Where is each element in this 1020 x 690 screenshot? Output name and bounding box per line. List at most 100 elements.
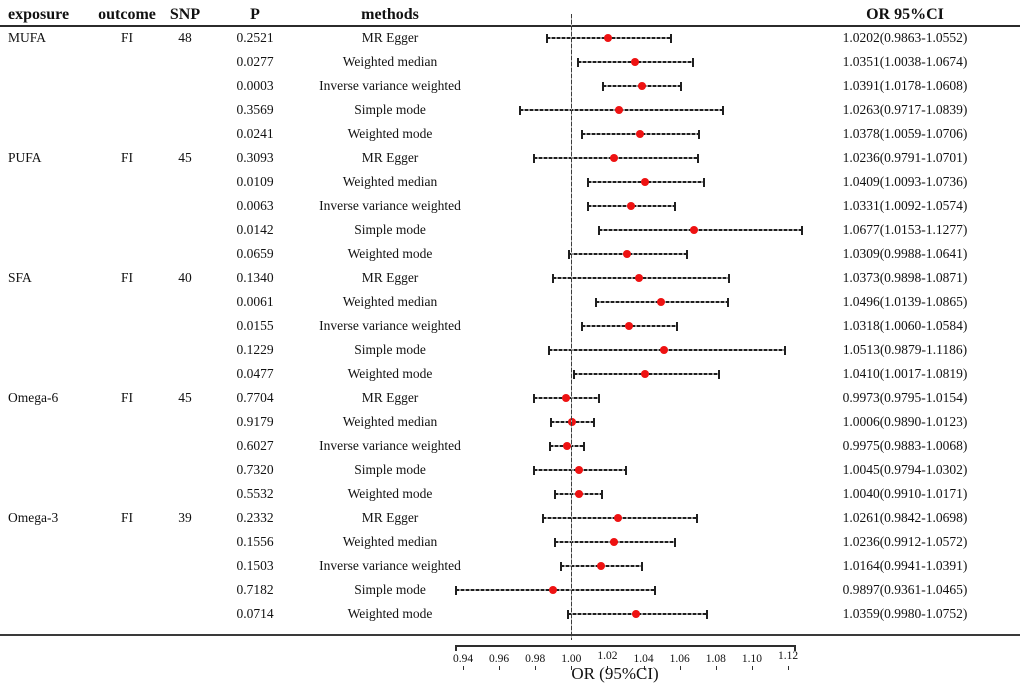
p-value: 0.3569 (236, 102, 274, 117)
p-value: 0.0477 (236, 366, 274, 381)
or-point (575, 466, 584, 474)
or-point (548, 586, 557, 594)
p-value: 0.0063 (236, 198, 274, 213)
or-point (596, 562, 605, 570)
ci-cap-right (692, 57, 695, 67)
p-value: 0.0659 (236, 246, 274, 261)
snp-count: 40 (178, 270, 192, 285)
or-point (603, 34, 612, 42)
x-tick-label: 0.94 (452, 653, 474, 665)
outcome-label: FI (120, 270, 133, 285)
snp-count: 39 (178, 510, 192, 525)
method-label: Weighted mode (347, 366, 433, 381)
ci-cap-right (784, 345, 787, 355)
ci-cap-right (675, 321, 678, 331)
or-ci-text: 1.0359(0.9980-1.0752) (842, 606, 968, 621)
ci-cap-right (696, 513, 699, 523)
or-ci-text: 0.9973(0.9795-1.0154) (842, 390, 968, 405)
col-header-methods: methods (361, 6, 419, 23)
method-label: Simple mode (354, 462, 426, 477)
ci-cap-right (670, 33, 672, 43)
method-label: Weighted mode (347, 126, 433, 141)
or-point (568, 418, 577, 426)
outcome-label: FI (120, 150, 133, 165)
x-tick-label: 0.98 (525, 653, 546, 665)
col-header-outcome: outcome (98, 6, 156, 23)
method-label: Simple mode (354, 342, 426, 357)
x-tick-mark (463, 666, 464, 670)
p-value: 0.1503 (236, 558, 274, 573)
ci-cap-left (554, 537, 557, 547)
or-point (630, 58, 639, 66)
p-value: 0.7704 (236, 390, 274, 405)
outcome-label: FI (120, 30, 133, 45)
ci-cap-left (533, 393, 536, 403)
ci-cap-right (680, 81, 683, 91)
or-ci-text: 1.0351(1.0038-1.0674) (842, 54, 968, 69)
ci-cap-left (548, 345, 551, 355)
x-tick-mark (571, 666, 573, 670)
method-label: Weighted mode (347, 606, 433, 621)
or-point (574, 490, 583, 498)
p-value: 0.2521 (236, 30, 274, 45)
ci-cap-left (541, 513, 544, 523)
reference-line (570, 14, 572, 640)
or-point (659, 346, 668, 354)
or-ci-text: 0.9897(0.9361-1.0465) (842, 582, 968, 597)
method-label: Weighted median (342, 414, 438, 429)
or-ci-text: 1.0263(0.9717-1.0839) (842, 102, 968, 117)
method-label: Inverse variance weighted (319, 318, 461, 333)
ci-cap-left (545, 33, 548, 43)
axis-cap-left (455, 645, 457, 651)
or-point (689, 226, 698, 234)
or-ci-text: 1.0409(1.0093-1.0736) (842, 174, 968, 189)
ci-bar (598, 229, 802, 231)
snp-count: 45 (178, 150, 192, 165)
or-point (614, 106, 623, 114)
or-point (562, 394, 571, 402)
or-point (641, 370, 650, 378)
x-axis-line (455, 645, 796, 647)
method-label: Inverse variance weighted (319, 198, 461, 213)
or-point (637, 82, 646, 90)
ci-cap-right (696, 153, 699, 163)
outcome-label: FI (120, 510, 133, 525)
p-value: 0.5532 (236, 486, 274, 501)
method-label: MR Egger (361, 390, 419, 405)
or-point (562, 442, 571, 450)
p-value: 0.0277 (236, 54, 274, 69)
ci-cap-right (718, 369, 721, 379)
or-ci-text: 1.0040(0.9910-1.0171) (842, 486, 968, 501)
p-value: 0.1556 (236, 534, 274, 549)
ci-cap-left (549, 441, 552, 451)
ci-cap-left (554, 489, 557, 499)
method-label: Inverse variance weighted (319, 438, 461, 453)
or-ci-text: 1.0513(0.9879-1.1186) (842, 342, 968, 357)
exposure-label: Omega-3 (8, 510, 59, 525)
ci-cap-left (566, 609, 569, 619)
ci-cap-left (587, 177, 590, 187)
header-divider (0, 25, 1020, 27)
or-ci-text: 1.0045(0.9794-1.0302) (842, 462, 968, 477)
method-label: MR Egger (361, 30, 419, 45)
x-tick-label: 1.02 (597, 650, 618, 662)
x-tick-label: 1.00 (561, 653, 582, 665)
x-tick-mark (607, 666, 609, 670)
or-ci-text: 1.0378(1.0059-1.0706) (842, 126, 968, 141)
bottom-divider (0, 634, 1020, 636)
method-label: MR Egger (361, 270, 419, 285)
ci-cap-left (597, 225, 600, 235)
ci-cap-right (673, 537, 676, 547)
or-point (624, 322, 633, 330)
exposure-label: Omega-6 (8, 390, 59, 405)
ci-cap-right (654, 585, 657, 595)
ci-cap-left (568, 249, 571, 259)
or-point (623, 250, 632, 258)
exposure-label: PUFA (8, 150, 42, 165)
axis-cap-right (794, 645, 796, 651)
or-point (635, 130, 644, 138)
ci-cap-right (800, 225, 803, 235)
ci-cap-right (697, 129, 700, 139)
or-point (634, 274, 643, 282)
or-ci-text: 1.0410(1.0017-1.0819) (842, 366, 968, 381)
